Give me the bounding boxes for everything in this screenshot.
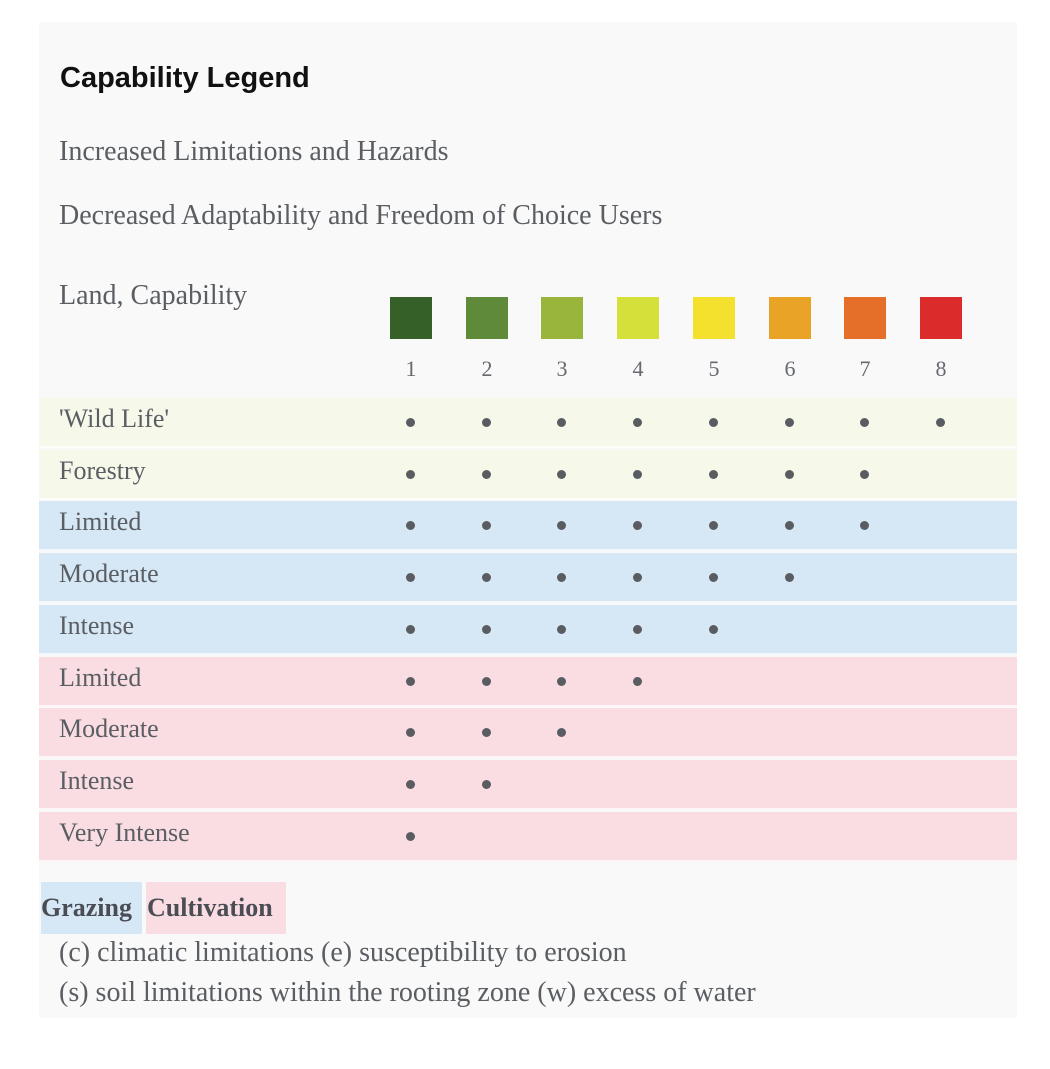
capability-legend-panel: Capability Legend Increased Limitations …: [39, 22, 1017, 1018]
row-label: 'Wild Life': [59, 404, 170, 433]
suitability-dot: [557, 521, 566, 530]
limitations-text: Increased Limitations and Hazards: [59, 136, 449, 167]
capability-row: Intense: [39, 760, 1017, 810]
class-swatch-4: [617, 297, 659, 339]
suitability-dot: [406, 780, 415, 789]
class-swatch-1: [390, 297, 432, 339]
suitability-dot: [406, 728, 415, 737]
suitability-dot: [482, 728, 491, 737]
suitability-dot: [633, 573, 642, 582]
class-number-8: 8: [935, 356, 947, 381]
class-number-1: 1: [405, 356, 417, 381]
cultivation-key: Cultivation: [146, 882, 286, 934]
note-climatic-erosion: (c) climatic limitations (e) susceptibil…: [59, 937, 627, 968]
class-number-3: 3: [556, 356, 568, 381]
suitability-dot: [709, 470, 718, 479]
class-swatch-8: [920, 297, 962, 339]
note-soil-water: (s) soil limitations within the rooting …: [59, 977, 756, 1008]
suitability-dot: [482, 470, 491, 479]
suitability-dot: [936, 418, 945, 427]
capability-row: Moderate: [39, 553, 1017, 603]
class-number-7: 7: [859, 356, 871, 381]
capability-row: Moderate: [39, 708, 1017, 758]
suitability-dot: [709, 573, 718, 582]
suitability-dot: [557, 573, 566, 582]
class-swatch-6: [769, 297, 811, 339]
suitability-dot: [406, 418, 415, 427]
capability-row: Forestry: [39, 450, 1017, 500]
suitability-dot: [633, 418, 642, 427]
row-label: Moderate: [59, 559, 159, 588]
class-swatch-2: [466, 297, 508, 339]
suitability-dot: [709, 418, 718, 427]
suitability-dot: [785, 521, 794, 530]
suitability-dot: [482, 573, 491, 582]
suitability-dot: [709, 521, 718, 530]
suitability-dot: [557, 418, 566, 427]
class-number-2: 2: [481, 356, 493, 381]
row-label: Intense: [59, 611, 135, 640]
capability-row: Limited: [39, 657, 1017, 707]
suitability-dot: [406, 677, 415, 686]
adaptability-text: Decreased Adaptability and Freedom of Ch…: [59, 200, 663, 231]
row-label: Limited: [59, 507, 142, 536]
suitability-dot: [557, 470, 566, 479]
capability-row: Very Intense: [39, 812, 1017, 862]
row-label: Moderate: [59, 714, 159, 743]
suitability-dot: [785, 573, 794, 582]
suitability-dot: [633, 470, 642, 479]
row-label: Limited: [59, 663, 142, 692]
suitability-dot: [406, 625, 415, 634]
class-swatch-5: [693, 297, 735, 339]
suitability-dot: [633, 677, 642, 686]
suitability-dot: [860, 470, 869, 479]
class-number-4: 4: [632, 356, 644, 381]
scale-label: Land, Capability: [59, 280, 248, 311]
suitability-dot: [482, 780, 491, 789]
suitability-dot: [709, 625, 718, 634]
class-number-6: 6: [784, 356, 796, 381]
suitability-dot: [406, 832, 415, 841]
class-number-5: 5: [708, 356, 720, 381]
suitability-dot: [633, 625, 642, 634]
capability-row: 'Wild Life': [39, 398, 1017, 448]
row-label: Very Intense: [59, 818, 190, 847]
suitability-dot: [482, 418, 491, 427]
suitability-dot: [557, 625, 566, 634]
suitability-dot: [482, 677, 491, 686]
suitability-dot: [557, 677, 566, 686]
class-swatch-3: [541, 297, 583, 339]
suitability-dot: [860, 418, 869, 427]
suitability-dot: [406, 521, 415, 530]
capability-row: Intense: [39, 605, 1017, 655]
suitability-dot: [557, 728, 566, 737]
class-swatch-7: [844, 297, 886, 339]
row-label: Forestry: [59, 456, 146, 485]
suitability-dot: [406, 470, 415, 479]
suitability-dot: [482, 625, 491, 634]
suitability-dot: [860, 521, 869, 530]
suitability-dot: [785, 470, 794, 479]
suitability-dot: [633, 521, 642, 530]
row-label: Intense: [59, 766, 135, 795]
suitability-dot: [785, 418, 794, 427]
suitability-dot: [406, 573, 415, 582]
legend-title: Capability Legend: [60, 62, 310, 94]
grazing-key: Grazing: [41, 882, 142, 934]
suitability-dot: [482, 521, 491, 530]
capability-row: Limited: [39, 501, 1017, 551]
